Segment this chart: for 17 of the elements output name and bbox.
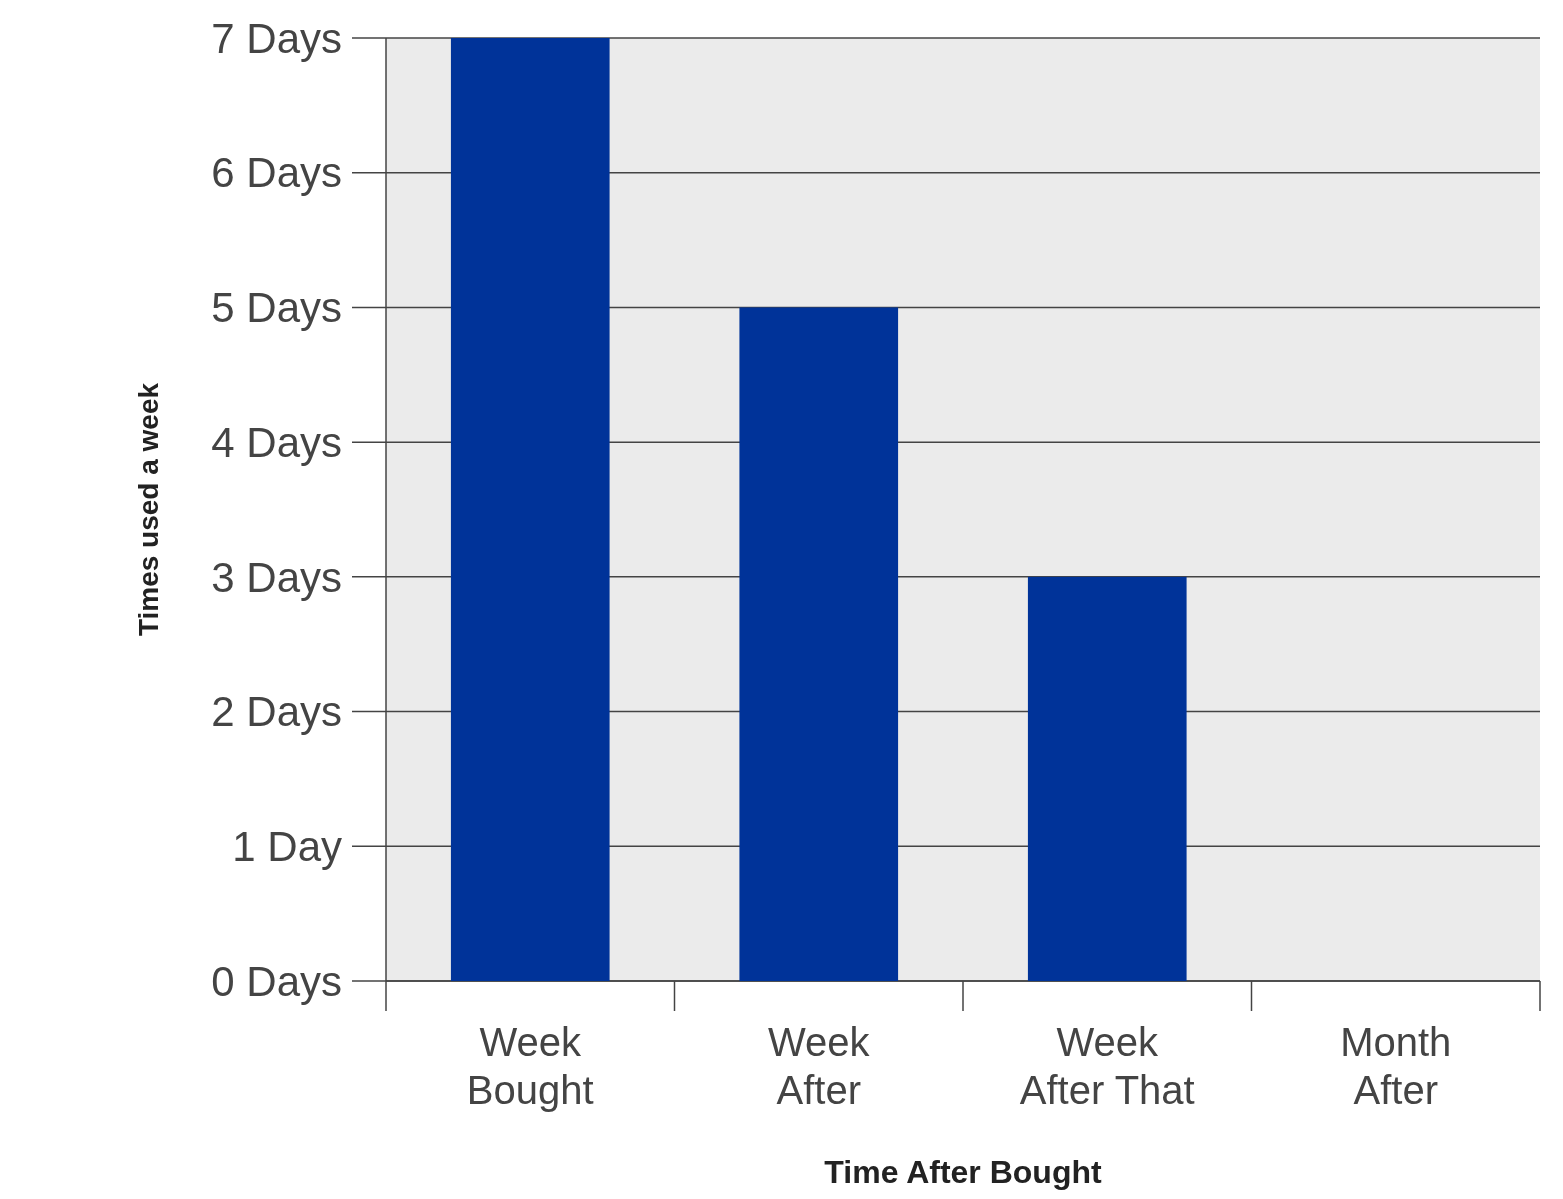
x-axis-title: Time After Bought <box>824 1154 1103 1190</box>
y-tick-label: 7 Days <box>211 14 342 62</box>
y-tick-label: 5 Days <box>211 284 342 332</box>
x-tick-label: Week After That <box>1019 1020 1195 1112</box>
y-tick-label: 4 Days <box>211 418 342 466</box>
y-axis-title: Times used a week <box>133 382 164 637</box>
bar <box>1027 576 1187 981</box>
y-tick-label: 2 Days <box>211 688 342 736</box>
y-tick-label: 3 Days <box>211 553 342 601</box>
x-tick-label: Week After <box>767 1020 871 1112</box>
bar <box>450 38 610 981</box>
x-tick-label: Month After <box>1340 1020 1452 1112</box>
y-tick-label: 0 Days <box>211 957 342 1005</box>
x-tick-label: Week Bought <box>466 1020 594 1112</box>
y-tick-label: 1 Day <box>232 822 342 870</box>
y-tick-label: 6 Days <box>211 149 342 197</box>
bar <box>739 307 899 981</box>
